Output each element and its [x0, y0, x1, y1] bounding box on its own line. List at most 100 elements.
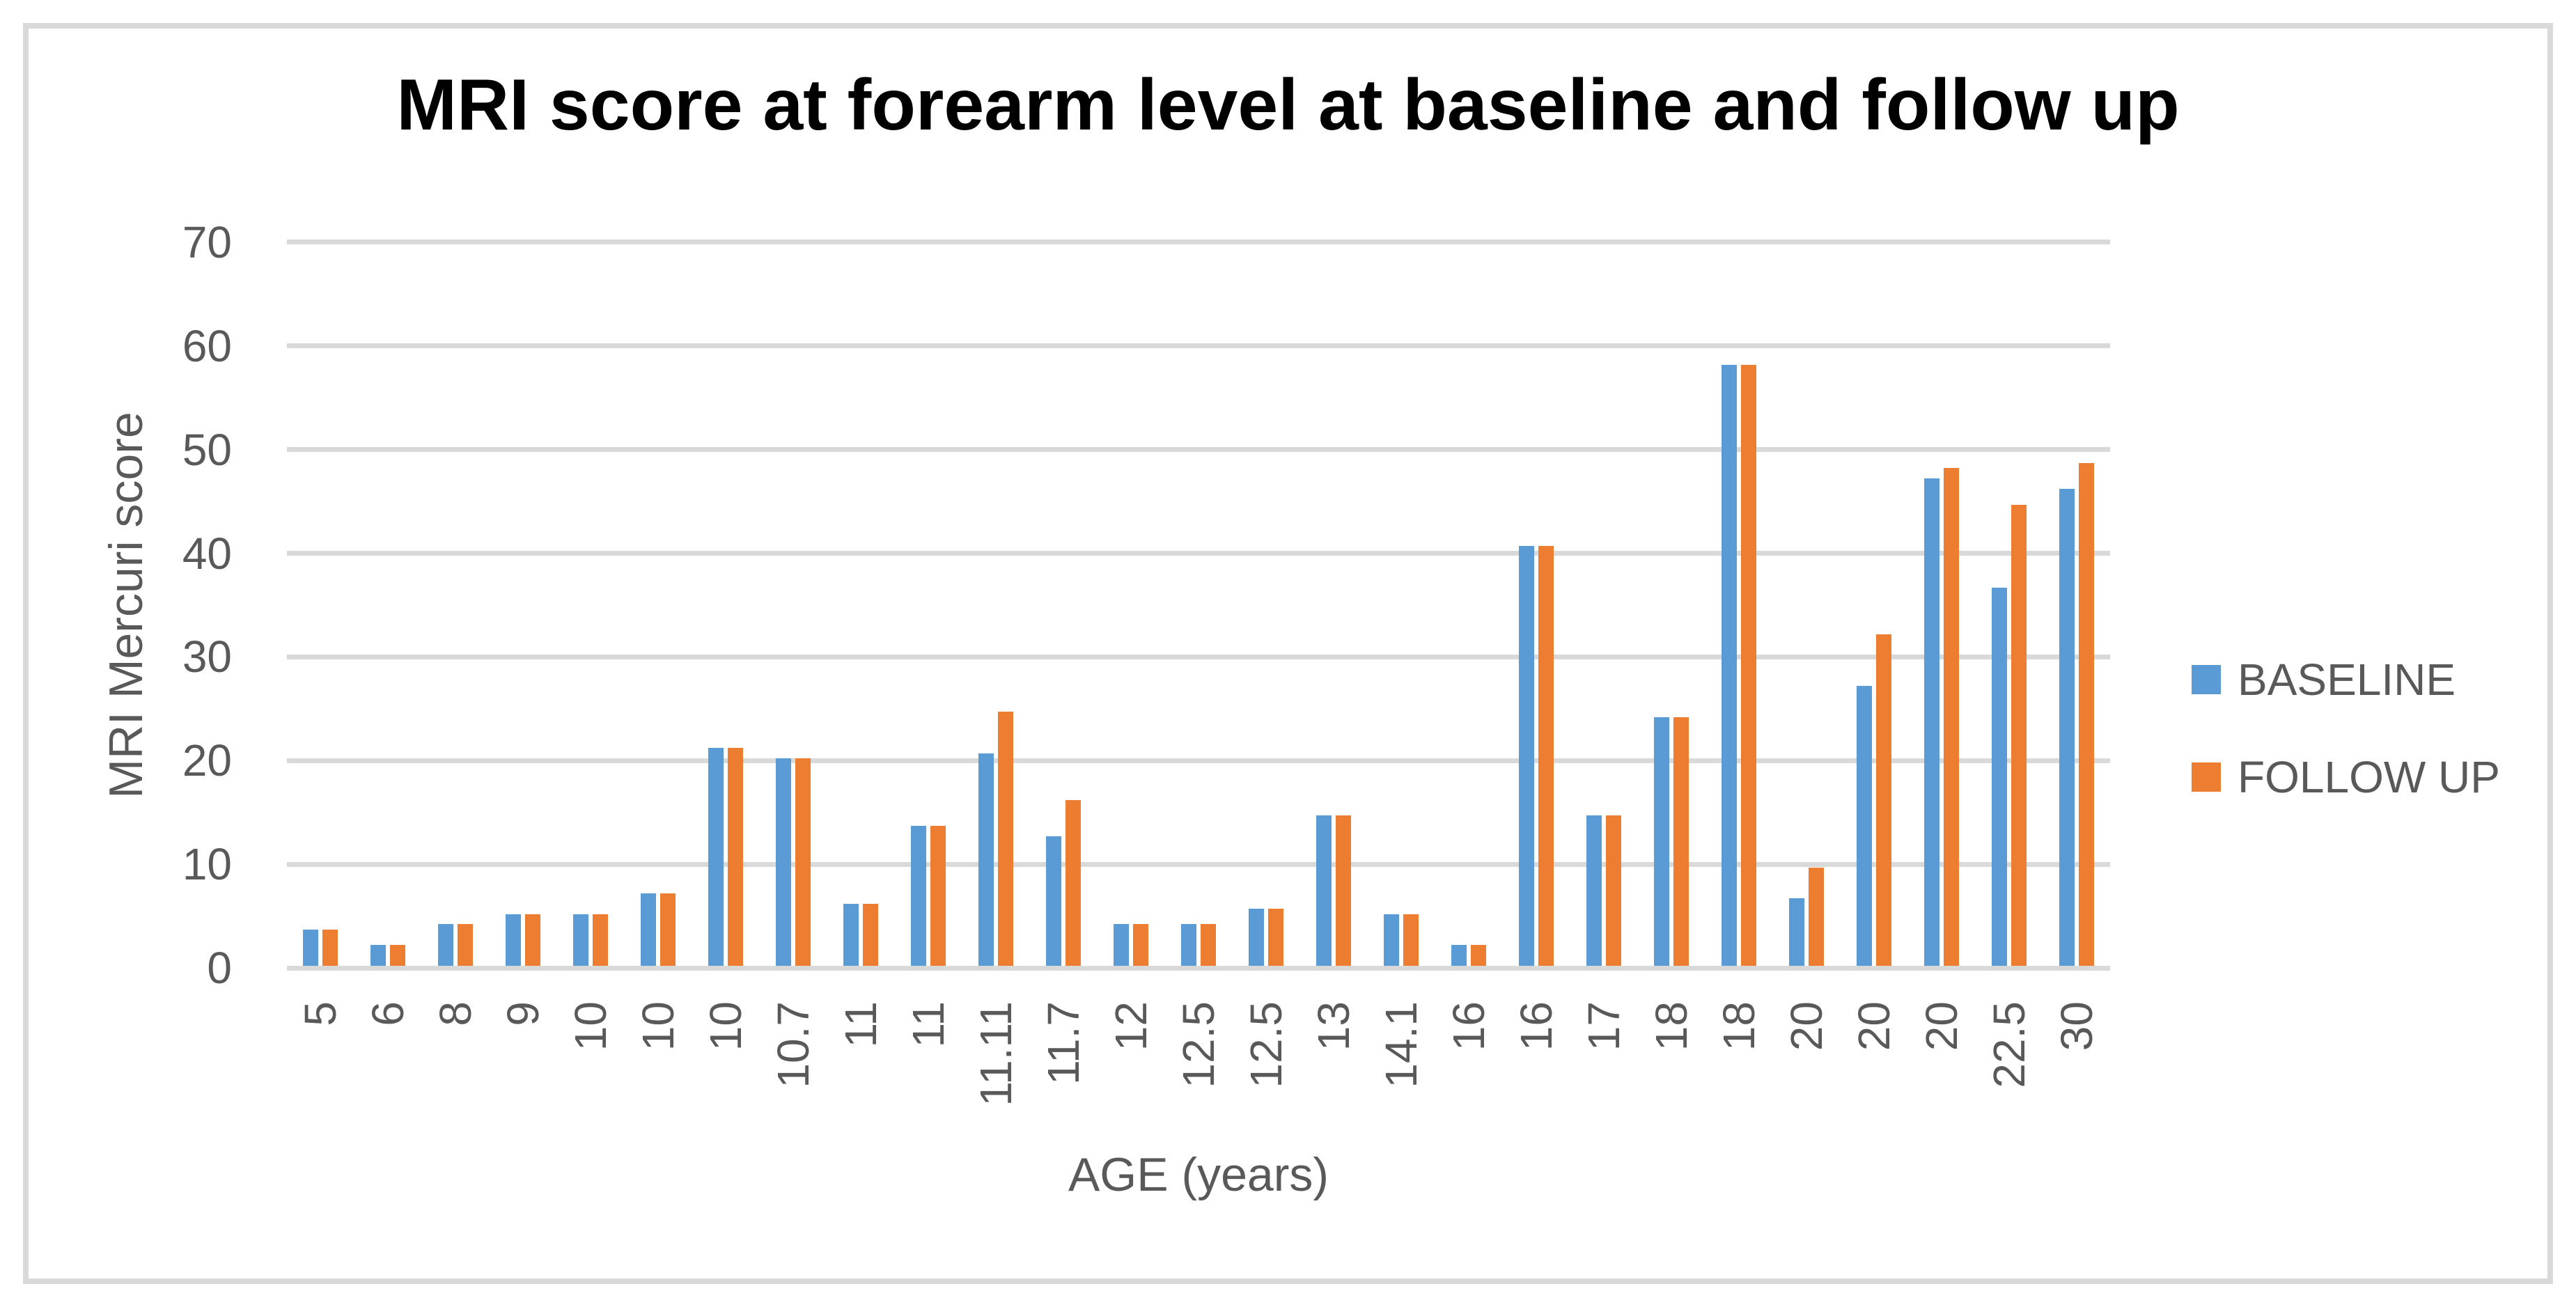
y-tick-label: 30: [182, 632, 232, 682]
bar-followup: [458, 924, 474, 966]
y-axis-title: MRI Mercuri score: [100, 412, 153, 799]
legend-label-followup: FOLLOW UP: [2238, 752, 2500, 802]
bar-baseline: [1316, 815, 1332, 966]
bar-followup: [998, 712, 1014, 966]
bar-baseline: [506, 914, 522, 966]
y-tick-label: 50: [182, 424, 232, 475]
legend-item-followup: FOLLOW UP: [2192, 749, 2500, 805]
bar-baseline: [641, 893, 657, 966]
bar-followup: [795, 758, 811, 966]
bar-followup: [1335, 815, 1351, 966]
y-tick-label: 10: [182, 839, 232, 890]
x-tick-label: 30: [2051, 1001, 2102, 1051]
x-tick-label: 20: [1781, 1001, 1832, 1051]
bar-followup: [1875, 634, 1891, 966]
bar-baseline: [370, 945, 387, 966]
bar-followup: [1267, 909, 1283, 966]
bar-followup: [593, 914, 609, 966]
y-tick-label: 60: [182, 320, 232, 371]
x-tick-label: 18: [1646, 1001, 1696, 1051]
y-tick-label: 20: [182, 735, 232, 786]
bar-followup: [1470, 945, 1486, 966]
legend-item-baseline: BASELINE: [2192, 652, 2456, 707]
bar-baseline: [1383, 914, 1399, 966]
bar-followup: [2011, 504, 2027, 966]
bar-baseline: [438, 924, 454, 966]
bar-followup: [1943, 468, 1959, 966]
bar-baseline: [1046, 836, 1062, 966]
gridline-10: [287, 861, 2110, 867]
x-tick-label: 17: [1578, 1001, 1629, 1051]
x-tick-label: 8: [430, 1001, 481, 1026]
bar-baseline: [1721, 364, 1737, 966]
x-tick-label: 18: [1713, 1001, 1764, 1051]
gridline-0: [287, 965, 2110, 971]
gridline-60: [287, 343, 2110, 349]
bar-followup: [525, 914, 541, 966]
bar-followup: [660, 893, 676, 966]
bar-baseline: [1923, 478, 1939, 966]
x-tick-label: 12.5: [1173, 1001, 1224, 1088]
x-tick-label: 20: [1916, 1001, 1967, 1051]
x-tick-label: 10.7: [768, 1001, 819, 1088]
x-tick-label: 12: [1106, 1001, 1157, 1051]
bar-baseline: [978, 753, 994, 966]
bar-followup: [2078, 463, 2094, 966]
gridline-30: [287, 654, 2110, 659]
bar-baseline: [1856, 686, 1872, 966]
bar-baseline: [843, 903, 859, 966]
bar-baseline: [776, 758, 792, 966]
bar-followup: [1673, 717, 1689, 966]
bar-followup: [1808, 867, 1824, 966]
bar-baseline: [1518, 546, 1534, 966]
bar-baseline: [1181, 924, 1196, 966]
x-tick-label: 11.11: [971, 1001, 1022, 1106]
bar-followup: [863, 903, 879, 966]
x-tick-label: 9: [498, 1001, 549, 1026]
x-tick-label: 13: [1308, 1001, 1359, 1051]
x-tick-label: 22.5: [1983, 1001, 2034, 1088]
bar-followup: [322, 929, 338, 966]
x-tick-label: 6: [363, 1001, 414, 1026]
bar-followup: [1133, 924, 1149, 966]
bar-followup: [930, 826, 946, 966]
bar-followup: [1403, 914, 1419, 966]
bar-baseline: [1586, 815, 1602, 966]
bar-baseline: [911, 826, 927, 966]
bar-followup: [728, 748, 744, 966]
chart-title: MRI score at forearm level at baseline a…: [396, 65, 2180, 146]
x-tick-label: 16: [1443, 1001, 1494, 1051]
bar-followup: [1201, 924, 1216, 966]
bar-baseline: [1248, 909, 1264, 966]
bar-baseline: [2059, 489, 2075, 966]
bar-followup: [1065, 799, 1082, 966]
chart-border: [23, 23, 2553, 1284]
bar-baseline: [1114, 924, 1130, 966]
gridline-50: [287, 447, 2110, 453]
bar-followup: [1538, 546, 1554, 966]
bar-baseline: [1991, 587, 2007, 966]
x-tick-label: 10: [565, 1001, 616, 1051]
x-tick-label: 16: [1511, 1001, 1561, 1051]
followup-swatch-icon: [2192, 762, 2221, 792]
bar-baseline: [1788, 898, 1804, 966]
x-tick-label: 11: [836, 1001, 887, 1048]
bar-baseline: [303, 929, 319, 966]
x-tick-label: 5: [295, 1001, 346, 1026]
x-tick-label: 11.7: [1038, 1001, 1089, 1085]
legend-label-baseline: BASELINE: [2238, 655, 2456, 705]
y-tick-label: 70: [182, 217, 232, 267]
x-tick-label: 20: [1848, 1001, 1899, 1051]
bar-baseline: [1653, 717, 1669, 966]
bar-baseline: [1451, 945, 1467, 966]
x-tick-label: 10: [701, 1001, 751, 1051]
y-tick-label: 0: [207, 943, 232, 993]
x-tick-label: 14.1: [1375, 1001, 1426, 1088]
gridline-70: [287, 240, 2110, 245]
gridline-20: [287, 758, 2110, 763]
bar-baseline: [573, 914, 589, 966]
bar-followup: [1605, 815, 1621, 966]
x-tick-label: 12.5: [1240, 1001, 1291, 1088]
bar-baseline: [708, 748, 724, 966]
